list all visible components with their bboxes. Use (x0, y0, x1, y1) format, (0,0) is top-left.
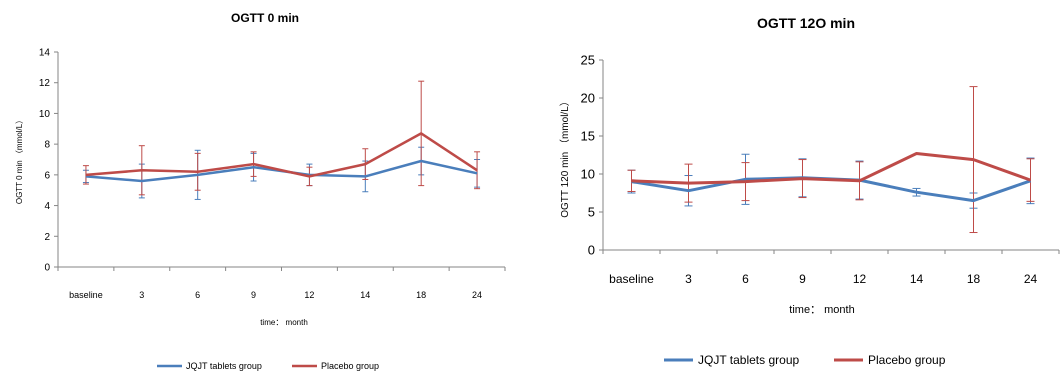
left-x-tick-label: baseline (69, 290, 103, 300)
left-y-axis-label: OGTT 0 min （mmol/L） (15, 116, 24, 204)
left-x-tick-label: 12 (304, 290, 314, 300)
right-y-tick-label: 15 (581, 129, 595, 144)
left-y-tick-label: 0 (44, 263, 50, 274)
right-x-tick-label: 12 (853, 272, 867, 286)
right-series-line-placebo (631, 152, 1032, 185)
right-legend: JQJT tablets group Placebo group (664, 353, 946, 367)
left-y-tick-label: 14 (39, 48, 51, 59)
right-legend-label-jqjt: JQJT tablets group (698, 353, 799, 367)
right-x-tick-label: 14 (910, 272, 924, 286)
right-x-axis-label: time： month (789, 304, 854, 316)
right-y-tick-label: 10 (581, 167, 595, 182)
right-chart-plot: 0 5 10 15 20 25 baseline 3 6 9 12 14 18 24 (581, 53, 1060, 286)
left-x-axis-label: time： month (260, 318, 308, 327)
left-x-tick-label: 9 (251, 290, 256, 300)
left-x-tick-label: 3 (139, 290, 144, 300)
right-x-tick-label: 9 (799, 272, 806, 286)
left-y-tick-label: 8 (44, 140, 50, 151)
right-legend-label-placebo: Placebo group (868, 353, 946, 367)
left-x-tick-label: 18 (416, 290, 426, 300)
left-x-tick-label: 14 (360, 290, 370, 300)
right-y-tick-label: 20 (581, 91, 595, 106)
right-series-line-jqjt (631, 176, 1031, 203)
left-y-tick-label: 6 (44, 170, 50, 181)
right-y-tick-label: 5 (588, 205, 595, 220)
right-y-tick-label: 0 (588, 243, 595, 258)
right-x-tick-label: 3 (685, 272, 692, 286)
left-y-tick-label: 10 (39, 109, 51, 120)
right-y-tick-label: 25 (581, 53, 595, 68)
left-y-tick-label: 12 (39, 78, 51, 89)
left-x-tick-label: 6 (195, 290, 200, 300)
left-series-line-placebo (85, 132, 478, 178)
left-y-tick-label: 2 (44, 232, 50, 243)
right-x-tick-label: 18 (967, 272, 981, 286)
left-legend-label-jqjt: JQJT tablets group (186, 361, 262, 371)
left-chart-title: OGTT 0 min (231, 11, 299, 25)
right-x-tick-label: 6 (742, 272, 749, 286)
left-y-tick-label: 4 (44, 201, 50, 212)
left-legend: JQJT tablets group Placebo group (157, 361, 379, 371)
right-x-tick-label: baseline (609, 272, 654, 286)
right-chart-title: OGTT 12O min (757, 15, 855, 31)
right-x-tick-label: 24 (1024, 272, 1038, 286)
right-y-axis-label: OGTT 120 min （mmol/L） (559, 96, 571, 218)
left-legend-label-placebo: Placebo group (321, 361, 379, 371)
left-x-tick-label: 24 (472, 290, 482, 300)
